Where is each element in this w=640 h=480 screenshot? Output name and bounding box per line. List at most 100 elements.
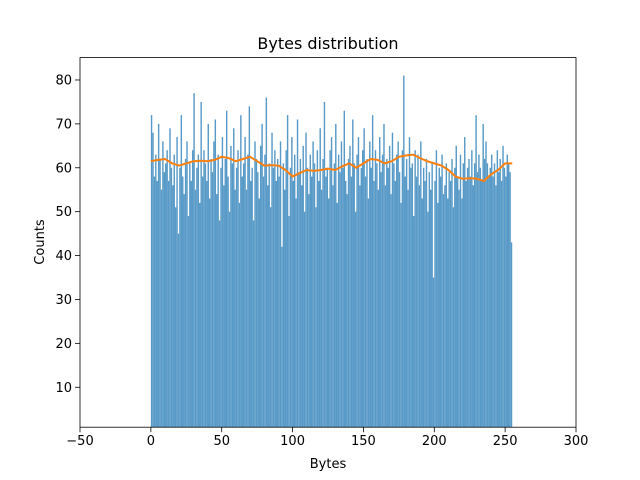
bar — [390, 194, 392, 428]
bar — [340, 141, 343, 428]
bar — [332, 185, 334, 428]
bar — [373, 180, 375, 428]
bar — [252, 220, 255, 428]
bar — [201, 176, 204, 428]
bar — [271, 132, 273, 428]
bar — [177, 233, 180, 428]
bar — [313, 163, 316, 428]
bar — [174, 207, 177, 428]
bar — [227, 176, 229, 428]
bar — [432, 277, 435, 428]
x-tick-label: 200 — [422, 434, 447, 449]
bar — [505, 176, 507, 428]
bar — [325, 176, 327, 428]
bar — [337, 154, 340, 428]
bar — [223, 185, 225, 428]
bar — [464, 137, 466, 428]
bar — [237, 150, 239, 428]
bar — [160, 189, 163, 428]
bar — [296, 119, 299, 428]
bar — [401, 150, 404, 428]
bar — [492, 176, 494, 428]
bar — [462, 163, 465, 428]
bar — [386, 158, 388, 428]
bar — [258, 198, 260, 428]
bar — [400, 202, 402, 428]
bar — [231, 163, 234, 428]
bar — [342, 167, 344, 428]
bar — [352, 119, 354, 428]
bar — [308, 194, 310, 428]
x-tick-label: 300 — [564, 434, 589, 449]
bar — [234, 189, 236, 428]
bar — [414, 150, 416, 428]
bar — [421, 198, 423, 428]
bar — [281, 246, 283, 428]
bar — [466, 167, 469, 428]
bar — [309, 154, 311, 428]
bar — [159, 158, 161, 428]
bar — [275, 180, 277, 428]
bar — [193, 93, 195, 428]
bar — [413, 216, 415, 428]
bar — [322, 158, 324, 428]
bar — [437, 202, 439, 428]
bar — [302, 145, 304, 428]
bar — [444, 185, 446, 428]
bar — [305, 132, 307, 428]
bar — [376, 163, 378, 428]
bar — [169, 128, 171, 428]
bar — [354, 211, 357, 428]
bar — [356, 154, 358, 428]
bar — [502, 145, 504, 428]
bar — [278, 176, 280, 428]
bar — [272, 167, 275, 428]
bar — [475, 115, 477, 428]
bar — [472, 185, 474, 428]
bar — [298, 172, 300, 428]
bar — [424, 180, 426, 428]
bar — [489, 167, 491, 428]
bar — [461, 198, 463, 428]
bar — [241, 176, 243, 428]
bar — [452, 207, 455, 428]
bar — [404, 176, 406, 428]
y-tick-label: 50 — [55, 205, 72, 220]
bar — [213, 141, 215, 428]
bar — [488, 176, 490, 428]
x-tick-label: 0 — [147, 434, 155, 449]
bar — [478, 154, 480, 428]
bar — [155, 154, 157, 428]
axes-frame — [79, 57, 577, 428]
bar — [506, 154, 508, 428]
bar — [204, 163, 207, 428]
bar — [427, 211, 429, 428]
bar — [471, 150, 473, 428]
bar — [479, 167, 482, 428]
bar — [449, 180, 452, 428]
bar — [285, 150, 287, 428]
bar — [345, 180, 347, 428]
bar — [384, 185, 387, 428]
bar — [425, 158, 428, 428]
bar — [211, 172, 214, 428]
bar — [350, 176, 353, 428]
bar — [186, 141, 188, 428]
bar — [458, 189, 460, 428]
bar — [359, 185, 361, 428]
bar — [335, 123, 337, 428]
bar — [364, 176, 367, 428]
bar — [301, 185, 303, 428]
bar — [225, 110, 228, 428]
bar — [408, 137, 411, 428]
bar — [498, 172, 500, 428]
y-tick-label: 20 — [55, 337, 72, 352]
bar — [509, 172, 511, 428]
bar — [312, 141, 314, 428]
bar — [170, 167, 173, 428]
bar — [405, 158, 408, 428]
bar — [254, 141, 256, 428]
bar — [214, 119, 217, 428]
bar — [230, 145, 232, 428]
bar — [318, 180, 320, 428]
